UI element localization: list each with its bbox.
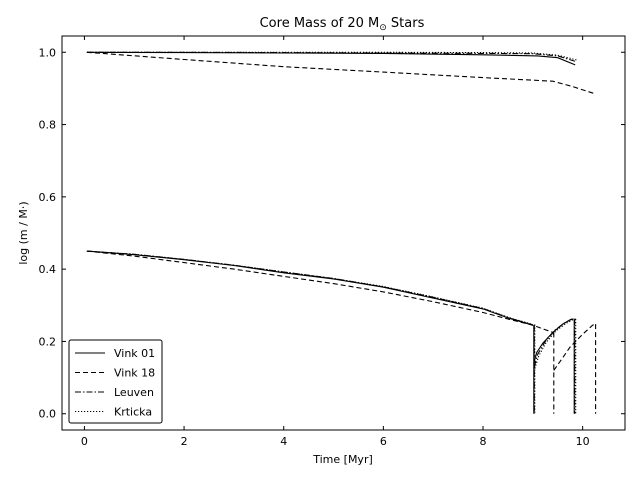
chart-title-end: Stars xyxy=(387,16,425,31)
series-line-upper xyxy=(86,51,576,62)
legend-label: Vink 18 xyxy=(114,367,155,380)
x-ticks: 0 2 4 6 8 10 xyxy=(81,36,590,448)
legend-label: Vink 01 xyxy=(114,347,155,360)
x-tick-label: 0 xyxy=(81,435,88,448)
series-line-loop xyxy=(533,318,575,367)
legend-box xyxy=(68,339,163,424)
legend: Vink 01 Vink 18 Leuven Krticka xyxy=(68,339,163,424)
legend-label: Leuven xyxy=(114,386,154,399)
y-tick-label: 0.8 xyxy=(39,119,57,132)
series-line-lower xyxy=(86,250,553,333)
x-axis-label: Time [Myr] xyxy=(312,453,373,466)
x-tick-label: 4 xyxy=(280,435,287,448)
x-tick-label: 6 xyxy=(380,435,387,448)
y-tick-label: 0.6 xyxy=(39,191,57,204)
chart-title: Core Mass of 20 M⊙ Stars xyxy=(260,16,425,33)
plot-content xyxy=(86,51,597,414)
y-tick-label: 1.0 xyxy=(39,46,57,59)
series-line-loop xyxy=(553,323,596,371)
series-vink-18 xyxy=(86,51,597,414)
x-tick-label: 2 xyxy=(181,435,188,448)
series-line-loop xyxy=(534,318,576,369)
y-tick-label: 0.0 xyxy=(39,408,57,421)
plot-frame xyxy=(61,35,626,431)
y-ticks: 0.0 0.2 0.4 0.6 0.8 1.0 xyxy=(39,46,625,421)
series-krticka xyxy=(86,51,578,414)
y-axis-label: log (m / M⋅) xyxy=(17,201,30,264)
series-line-upper xyxy=(86,51,576,66)
y-tick-label: 0.4 xyxy=(39,263,57,276)
x-tick-label: 8 xyxy=(480,435,487,448)
chart-title-main: Core Mass of 20 M xyxy=(260,16,380,31)
y-tick-label: 0.2 xyxy=(39,335,57,348)
series-line-upper xyxy=(86,51,596,95)
chart-title-symbol: ⊙ xyxy=(379,23,387,33)
legend-label: Krticka xyxy=(114,406,152,419)
x-tick-label: 10 xyxy=(576,435,590,448)
series-line-lower xyxy=(86,250,533,326)
